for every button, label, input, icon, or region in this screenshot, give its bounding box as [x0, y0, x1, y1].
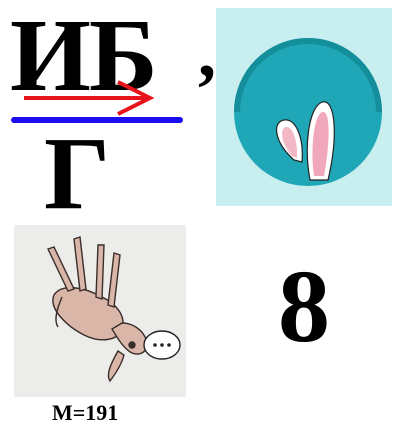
bottom-letter: Г — [44, 116, 111, 231]
red-arrow-head — [117, 80, 155, 116]
number: 8 — [278, 249, 330, 364]
goat-icon — [47, 236, 148, 383]
goat-picture — [14, 225, 186, 397]
caption: М=191 — [52, 400, 119, 425]
speech-bubble-icon — [143, 330, 181, 360]
rabbit-picture — [216, 8, 392, 206]
red-arrow-and-blue-line — [11, 80, 183, 123]
comma: , — [198, 12, 216, 92]
rabbit-ears-icon — [276, 101, 335, 181]
